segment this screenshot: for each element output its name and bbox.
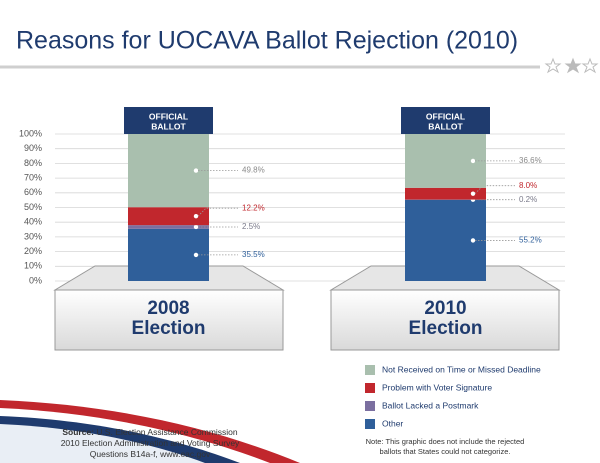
category-label: 2008 Election: [131, 298, 206, 339]
value-label: 49.8%: [242, 166, 265, 175]
chart-title: Reasons for UOCAVA Ballot Rejection (201…: [16, 27, 518, 55]
note: Note: This graphic does not include the …: [365, 437, 525, 456]
value-label: 35.5%: [242, 250, 265, 259]
footer-decoration: [0, 400, 300, 463]
value-label: 12.2%: [242, 203, 265, 212]
legend-swatch: [365, 419, 375, 429]
y-tick-label: 60%: [24, 187, 42, 197]
y-tick-label: 20%: [24, 246, 42, 256]
y-tick-label: 50%: [24, 202, 42, 212]
legend-swatch: [365, 401, 375, 411]
label-dot: [470, 191, 476, 196]
bar-header-text: BALLOT: [151, 121, 186, 131]
label-dot: [193, 224, 199, 230]
label-dot: [470, 238, 476, 243]
y-tick-label: 90%: [24, 143, 42, 153]
bar-header-text: OFFICIAL: [149, 111, 188, 121]
bar-header-text: BALLOT: [428, 121, 463, 131]
value-label: 8.0%: [519, 181, 537, 190]
y-tick-label: 100%: [19, 128, 42, 138]
label-leader: [474, 185, 515, 194]
y-tick-label: 30%: [24, 231, 42, 241]
y-tick-label: 80%: [24, 158, 42, 168]
y-tick-label: 0%: [29, 275, 42, 285]
label-leader: [197, 207, 238, 217]
y-tick-label: 70%: [24, 172, 42, 182]
bar-segment: [128, 207, 209, 226]
label-dot: [470, 158, 476, 164]
legend-label: Ballot Lacked a Postmark: [382, 400, 479, 410]
legend-swatch: [365, 365, 375, 375]
y-tick-label: 10%: [24, 261, 42, 271]
bar-segment: [128, 225, 209, 229]
category-label: 2010 Election: [408, 298, 483, 339]
y-tick-label: 40%: [24, 217, 42, 227]
stars: [544, 57, 599, 74]
legend-swatch: [365, 383, 375, 393]
value-label: 36.6%: [519, 156, 542, 165]
value-label: 2.5%: [242, 222, 260, 231]
legend-label: Not Received on Time or Missed Deadline: [382, 364, 541, 374]
source: Source: U.S. Election Assistance Commiss…: [60, 427, 240, 459]
bar-segment: [405, 187, 486, 200]
legend-label: Other: [382, 418, 403, 428]
bar-header: [401, 107, 490, 134]
platform: [329, 265, 561, 351]
bar-header: [124, 107, 213, 134]
legend-label: Problem with Voter Signature: [382, 382, 492, 392]
value-label: 0.2%: [519, 195, 537, 204]
label-dot: [193, 168, 199, 173]
label-dot: [193, 213, 199, 219]
value-label: 55.2%: [519, 236, 542, 245]
bar-header-text: OFFICIAL: [426, 111, 465, 121]
label-dot: [193, 252, 199, 258]
